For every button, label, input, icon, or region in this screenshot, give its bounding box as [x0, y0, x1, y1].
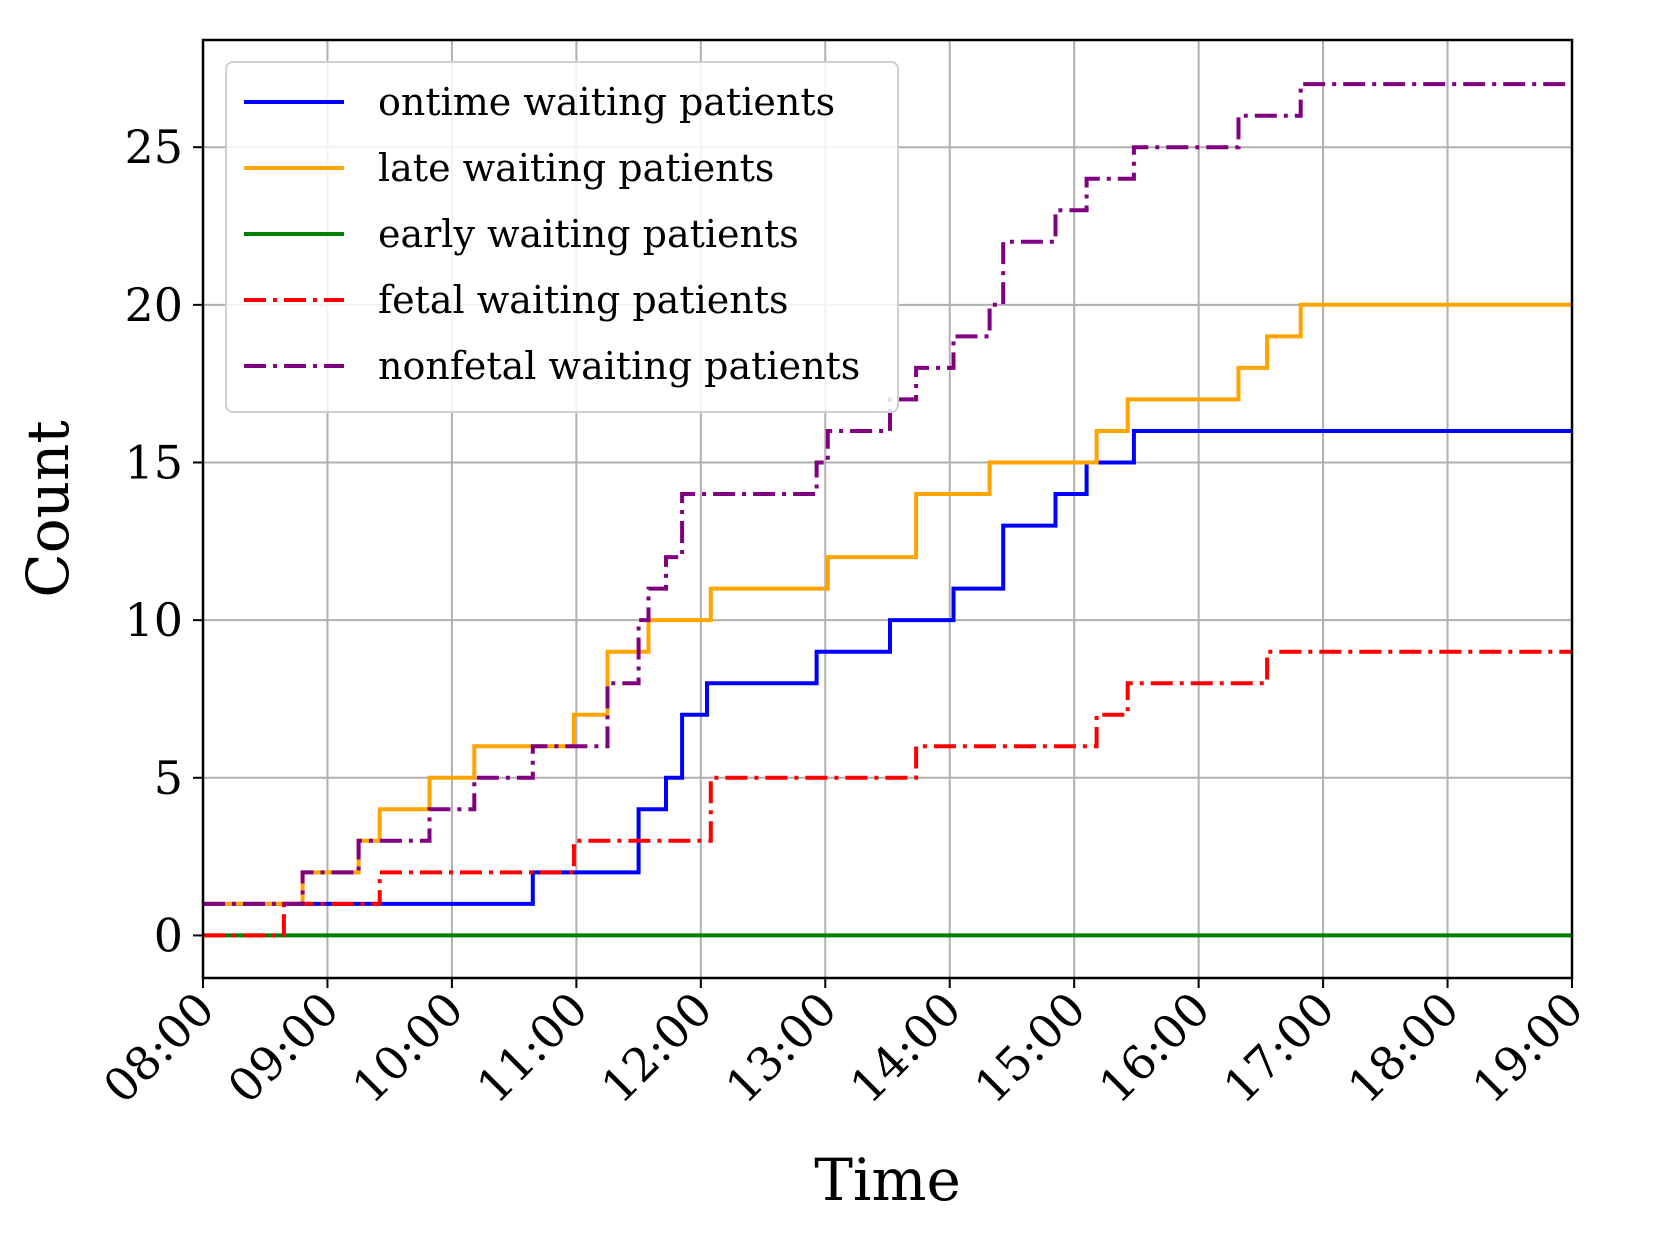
- series-line-0: [203, 429, 1572, 906]
- x-tick-label: 10:00: [342, 982, 474, 1114]
- legend: ontime waiting patients late waiting pati…: [225, 61, 899, 413]
- y-tick-label: 20: [124, 278, 183, 332]
- x-tick-label: 12:00: [591, 982, 723, 1114]
- legend-label: nonfetal waiting patients: [378, 344, 860, 388]
- x-tick-label: 11:00: [466, 982, 598, 1114]
- x-tick-label: 17:00: [1213, 982, 1345, 1114]
- series-line-3: [203, 649, 1572, 938]
- x-tick-label: 13:00: [715, 982, 847, 1114]
- y-tick-label: 0: [154, 908, 183, 962]
- x-tick-label: 08:00: [93, 982, 225, 1114]
- x-tick-label: 18:00: [1337, 982, 1469, 1114]
- legend-label: early waiting patients: [378, 212, 799, 256]
- x-tick-label: 16:00: [1088, 982, 1220, 1114]
- x-axis-title: Time: [814, 1146, 961, 1214]
- y-tick-label: 25: [124, 120, 183, 174]
- series-line-4: [203, 82, 1572, 906]
- series-lines: [203, 82, 1572, 938]
- x-tick-label: 09:00: [217, 982, 349, 1114]
- legend-label: fetal waiting patients: [378, 278, 789, 322]
- legend-box: [225, 61, 899, 413]
- y-axis-title: Count: [14, 420, 82, 597]
- y-tick-label: 5: [154, 751, 183, 805]
- x-tick-label: 19:00: [1462, 982, 1594, 1114]
- plot-frame: [201, 38, 1574, 980]
- y-tick-label: 10: [124, 593, 183, 647]
- x-tick-label: 14:00: [840, 982, 972, 1114]
- legend-label: late waiting patients: [378, 146, 774, 190]
- legend-label: ontime waiting patients: [378, 80, 835, 124]
- x-tick-label: 15:00: [964, 982, 1096, 1114]
- series-line-1: [203, 302, 1572, 906]
- y-tick-label: 15: [124, 435, 183, 489]
